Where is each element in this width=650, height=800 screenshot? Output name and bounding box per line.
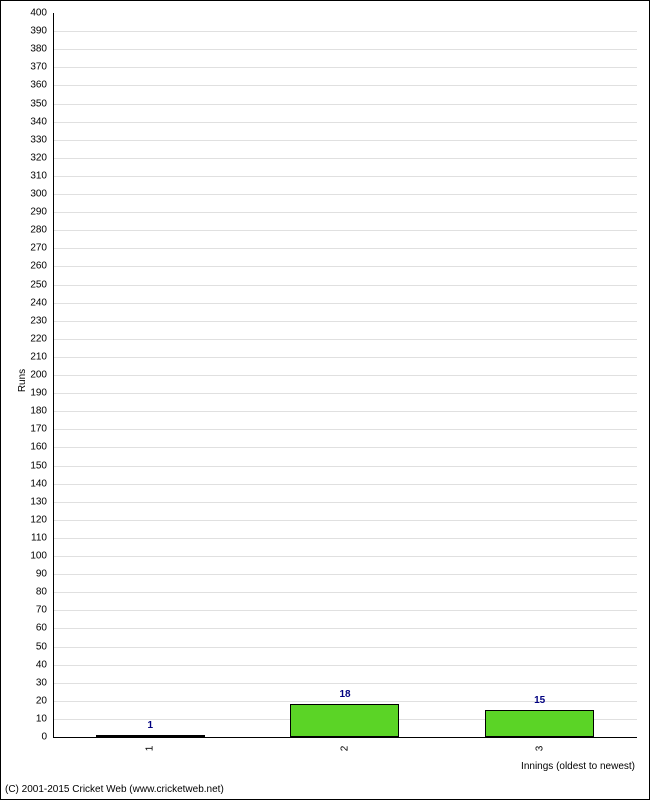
x-axis-line: [53, 737, 637, 738]
x-tick-label: 1: [145, 746, 156, 752]
gridline: [53, 447, 637, 448]
y-tick-label: 260: [30, 261, 47, 272]
y-tick-label: 40: [36, 659, 47, 670]
gridline: [53, 104, 637, 105]
gridline: [53, 357, 637, 358]
y-tick-label: 120: [30, 514, 47, 525]
y-tick-label: 270: [30, 243, 47, 254]
y-tick-label: 390: [30, 26, 47, 37]
y-tick-label: 100: [30, 551, 47, 562]
x-axis-label: Innings (oldest to newest): [521, 761, 635, 772]
y-tick-label: 380: [30, 44, 47, 55]
y-tick-label: 190: [30, 388, 47, 399]
gridline: [53, 628, 637, 629]
y-tick-label: 310: [30, 170, 47, 181]
gridline: [53, 67, 637, 68]
gridline: [53, 339, 637, 340]
y-tick-label: 110: [31, 532, 47, 543]
gridline: [53, 248, 637, 249]
y-tick-label: 130: [30, 496, 47, 507]
y-tick-label: 10: [36, 713, 47, 724]
gridline: [53, 592, 637, 593]
gridline: [53, 303, 637, 304]
y-axis-line: [53, 13, 54, 737]
gridline: [53, 266, 637, 267]
gridline: [53, 647, 637, 648]
y-tick-label: 90: [36, 569, 47, 580]
bar: [485, 710, 594, 737]
y-tick-label: 280: [30, 225, 47, 236]
y-tick-label: 70: [36, 605, 47, 616]
y-tick-label: 20: [36, 695, 47, 706]
gridline: [53, 158, 637, 159]
gridline: [53, 285, 637, 286]
gridline: [53, 683, 637, 684]
y-tick-label: 350: [30, 98, 47, 109]
x-tick-label: 2: [340, 746, 351, 752]
gridline: [53, 538, 637, 539]
y-tick-label: 200: [30, 370, 47, 381]
gridline: [53, 49, 637, 50]
y-tick-label: 210: [30, 351, 47, 362]
y-tick-label: 240: [30, 297, 47, 308]
bar-value-label: 18: [339, 689, 350, 700]
copyright-footer: (C) 2001-2015 Cricket Web (www.cricketwe…: [5, 784, 224, 795]
x-tick-label: 3: [534, 746, 545, 752]
bar: [96, 735, 205, 737]
gridline: [53, 230, 637, 231]
gridline: [53, 122, 637, 123]
gridline: [53, 484, 637, 485]
y-tick-label: 180: [30, 406, 47, 417]
gridline: [53, 701, 637, 702]
gridline: [53, 31, 637, 32]
y-tick-label: 400: [30, 8, 47, 19]
y-tick-label: 0: [41, 732, 47, 743]
bar: [290, 704, 399, 737]
y-tick-label: 140: [30, 478, 47, 489]
y-tick-label: 80: [36, 587, 47, 598]
gridline: [53, 375, 637, 376]
y-axis-label: Runs: [17, 369, 28, 392]
y-tick-label: 320: [30, 152, 47, 163]
y-tick-label: 170: [30, 424, 47, 435]
plot-area: 0102030405060708090100110120130140150160…: [53, 13, 637, 737]
gridline: [53, 411, 637, 412]
bar-value-label: 1: [148, 720, 154, 731]
y-tick-label: 250: [30, 279, 47, 290]
y-tick-label: 360: [30, 80, 47, 91]
gridline: [53, 574, 637, 575]
y-tick-label: 60: [36, 623, 47, 634]
gridline: [53, 502, 637, 503]
y-tick-label: 30: [36, 677, 47, 688]
y-tick-label: 220: [30, 333, 47, 344]
gridline: [53, 393, 637, 394]
gridline: [53, 321, 637, 322]
gridline: [53, 140, 637, 141]
gridline: [53, 429, 637, 430]
bar-value-label: 15: [534, 695, 545, 706]
gridline: [53, 610, 637, 611]
y-tick-label: 160: [30, 442, 47, 453]
gridline: [53, 85, 637, 86]
gridline: [53, 466, 637, 467]
y-tick-label: 50: [36, 641, 47, 652]
gridline: [53, 212, 637, 213]
y-tick-label: 330: [30, 134, 47, 145]
y-tick-label: 370: [30, 62, 47, 73]
y-tick-label: 340: [30, 116, 47, 127]
gridline: [53, 665, 637, 666]
gridline: [53, 520, 637, 521]
chart-container: 0 10 20 30 40 50 60 70 80 90 100 110 120 130 140 150 160…: [0, 0, 650, 800]
y-tick-label: 230: [30, 315, 47, 326]
gridline: [53, 176, 637, 177]
gridline: [53, 556, 637, 557]
gridline: [53, 194, 637, 195]
y-tick-label: 300: [30, 189, 47, 200]
y-tick-label: 150: [30, 460, 47, 471]
y-tick-label: 290: [30, 207, 47, 218]
